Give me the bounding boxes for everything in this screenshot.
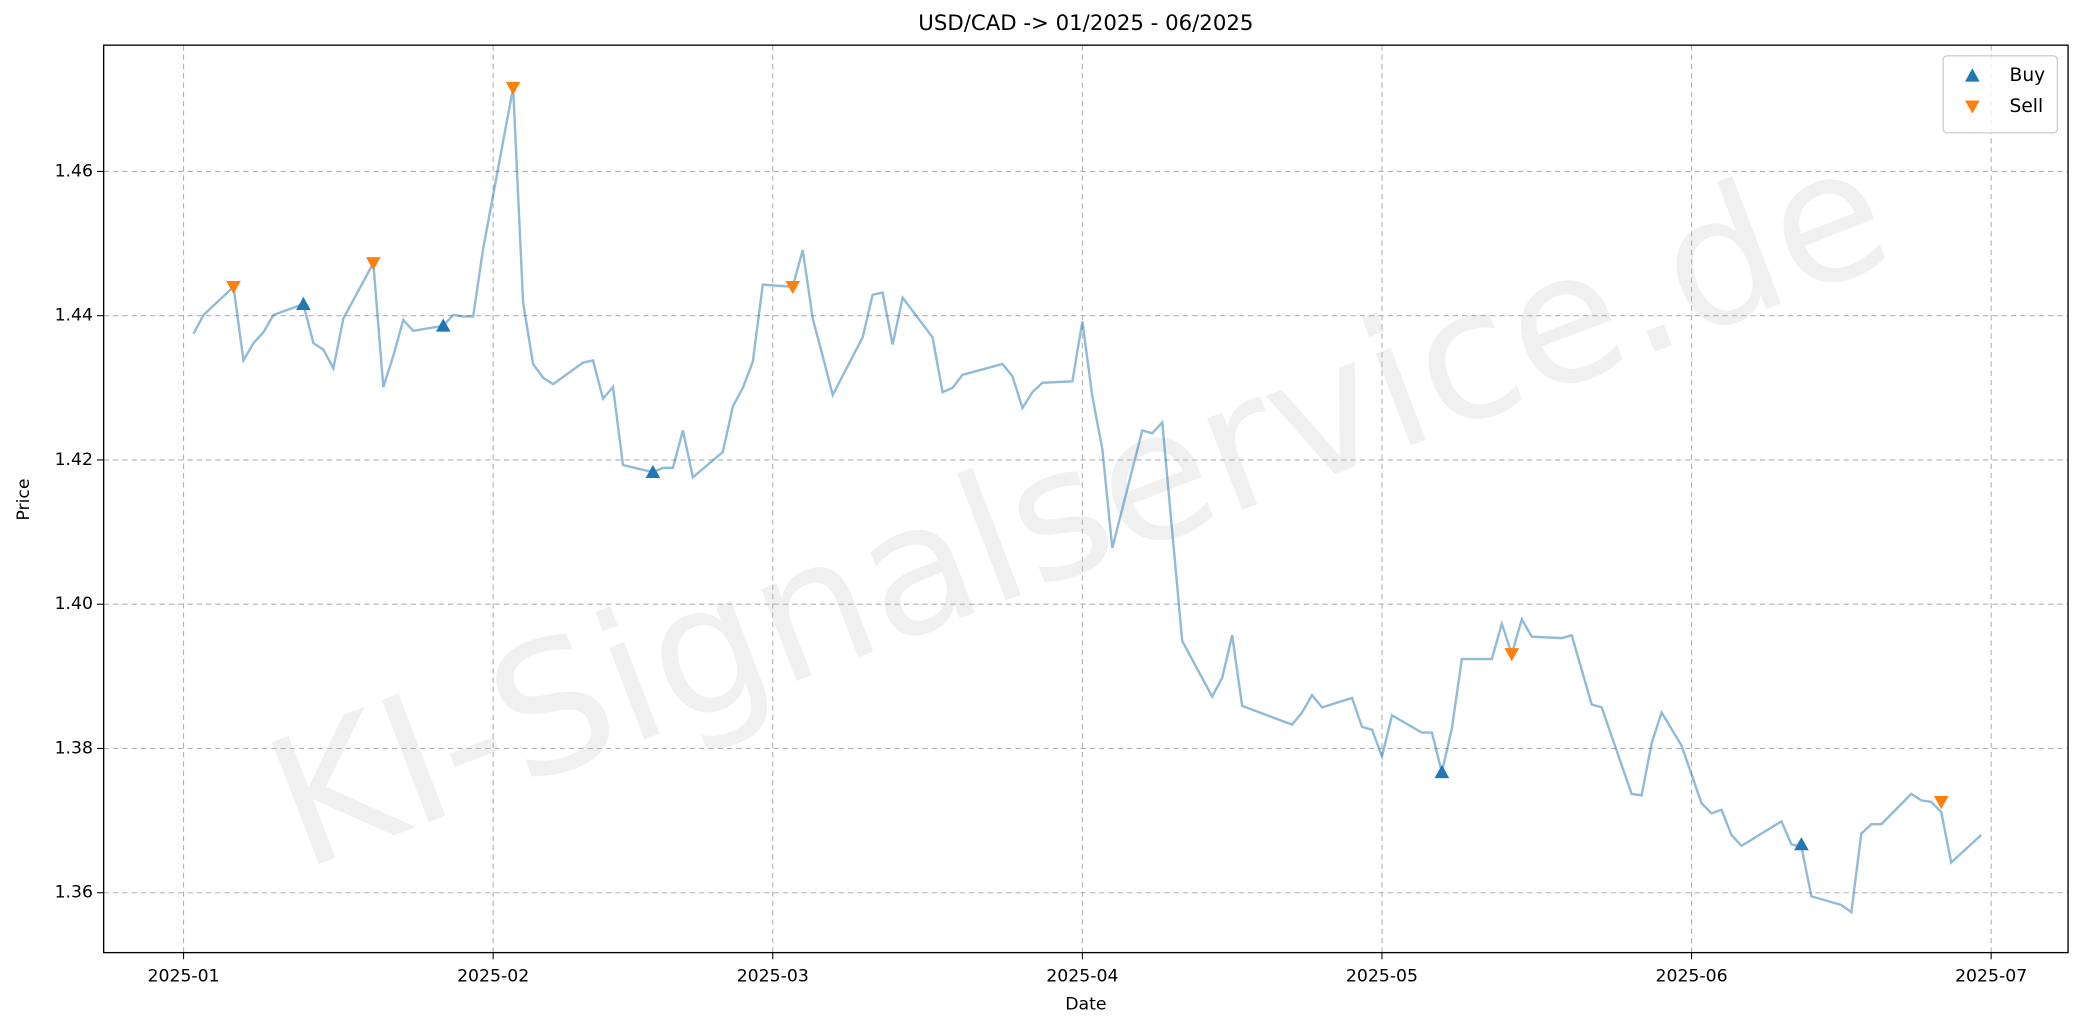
sell-marker <box>1933 796 1949 810</box>
y-axis-label: Price <box>14 478 34 520</box>
buy-marker <box>1794 837 1809 851</box>
y-tick-label: 1.42 <box>55 450 93 470</box>
x-tick-label: 2025-03 <box>737 967 809 987</box>
sell-marker <box>226 280 241 295</box>
y-tick-label: 1.40 <box>55 594 93 614</box>
sell-marker <box>365 257 381 271</box>
y-tick-label: 1.36 <box>55 883 93 903</box>
x-tick-label: 2025-02 <box>457 967 529 987</box>
buy-marker <box>1434 764 1450 779</box>
chart-title: USD/CAD -> 01/2025 - 06/2025 <box>918 11 1253 36</box>
legend-marker <box>1965 100 1980 114</box>
y-tick-label: 1.46 <box>55 161 93 181</box>
x-tick-label: 2025-07 <box>1955 967 2027 987</box>
plot-frame <box>103 44 2069 954</box>
sell-marker <box>1504 648 1520 662</box>
buy-marker <box>296 296 311 310</box>
x-tick-label: 2025-01 <box>147 967 219 987</box>
x-tick-label: 2025-04 <box>1046 967 1118 987</box>
buy-marker <box>435 318 451 332</box>
legend-label: Buy <box>2010 65 2046 86</box>
sell-marker <box>505 81 521 96</box>
x-axis-label: Date <box>1065 994 1106 1014</box>
buy-marker <box>645 464 661 479</box>
y-tick-label: 1.44 <box>55 306 93 326</box>
x-tick-label: 2025-06 <box>1655 967 1727 987</box>
legend-marker <box>1965 68 1980 82</box>
x-tick-label: 2025-05 <box>1346 967 1418 987</box>
sell-marker <box>785 280 801 295</box>
price-line <box>192 87 1982 915</box>
legend-label: Sell <box>2010 96 2044 117</box>
y-tick-label: 1.38 <box>55 738 93 758</box>
